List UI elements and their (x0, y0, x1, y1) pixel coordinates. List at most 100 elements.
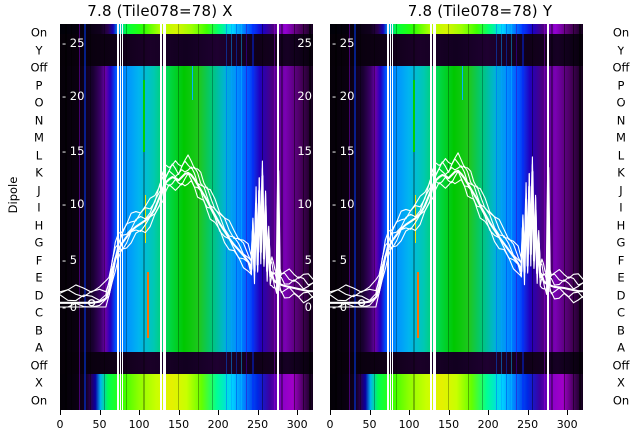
cat-label-left-b-17: B (35, 323, 43, 338)
heatmap-band-gap-lower (60, 352, 313, 374)
spectrogram-gradient-gap-upper (330, 34, 583, 66)
cat-label-right-l-7: L (617, 147, 625, 162)
cat-label-left-off-19: Off (30, 358, 48, 373)
spectrogram-gradient-bottom (330, 374, 583, 410)
panel-y: 7.8 (Tile078=78) Y On Y Off P O N M L K J I H G F E D C B… (320, 0, 640, 440)
x-tick-mark-50 (99, 410, 101, 415)
heatmap-band-main (330, 66, 583, 352)
x-tick-mark-200 (488, 410, 490, 415)
x-tick-label-150: 150 (438, 418, 460, 431)
x-axis-y: 0 50 100 150 200 250 300 (326, 410, 583, 440)
x-tick-mark-250 (527, 410, 529, 415)
x-tick-label-250: 250 (247, 418, 269, 431)
heatmap-band-top (330, 24, 583, 34)
x-tick-label-200: 200 (207, 418, 229, 431)
cat-label-right-m-6: M (616, 130, 626, 145)
cat-label-left-k-8: K (35, 165, 43, 180)
heatmap-band-gap-upper (330, 34, 583, 66)
heatmap-x (60, 24, 313, 410)
cat-label-right-off-19: Off (612, 358, 630, 373)
cat-label-right-y-1: Y (617, 42, 625, 57)
cat-label-left-j-9: J (37, 182, 41, 197)
cat-label-right-j-9: J (619, 182, 623, 197)
x-axis-x: 0 50 100 150 200 250 300 (57, 410, 313, 440)
heatmap-y (330, 24, 583, 410)
cat-label-right-n-5: N (616, 112, 626, 127)
cat-label-right-d-15: D (616, 288, 626, 303)
x-tick-mark-0 (330, 410, 331, 415)
spectrogram-gradient-main (60, 66, 313, 352)
spectrogram-gradient-main (330, 66, 583, 352)
x-tick-label-50: 50 (362, 418, 377, 431)
heatmap-band-top (60, 24, 313, 34)
cat-label-left-p-3: P (35, 77, 43, 92)
heatmap-band-gap-lower (330, 352, 583, 374)
cat-label-left-x-20: X (35, 375, 43, 390)
x-tick-label-300: 300 (286, 418, 308, 431)
x-tick-mark-50 (369, 410, 371, 415)
cat-label-right-g-12: G (616, 235, 626, 250)
cat-label-right-k-8: K (617, 165, 625, 180)
cat-label-left-f-13: F (35, 253, 43, 268)
cat-label-right-off-2: Off (612, 60, 630, 75)
cat-label-right-p-3: P (617, 77, 625, 92)
spectrogram-gradient-top (60, 24, 313, 34)
spectrogram-gradient-gap-lower (330, 352, 583, 374)
panel-x: 7.8 (Tile078=78) X Dipole On Y Off P O N M L K J I… (6, 2, 313, 440)
x-tick-label-200: 200 (477, 418, 499, 431)
cat-label-left-e-14: E (35, 270, 43, 285)
categorical-axis-right-y: On Y Off P O N M L K J I H G F E D C B A Off X On (604, 24, 638, 410)
heatmap-band-bottom (60, 374, 313, 410)
flagged-column-3 (430, 24, 433, 410)
cat-label-left-n-5: N (34, 112, 44, 127)
cat-label-right-x-20: X (617, 375, 625, 390)
spectrogram-gradient-gap-upper (60, 34, 313, 66)
flagged-column-3 (160, 24, 163, 410)
cat-label-right-on-0: On (612, 25, 630, 40)
x-tick-label-100: 100 (128, 418, 150, 431)
cat-label-left-i-10: I (37, 200, 41, 215)
flagged-column-2 (391, 24, 394, 410)
categorical-axis-left-x: On Y Off P O N M L K J I H G F E D C B A Off X On (22, 24, 56, 410)
x-tick-mark-250 (257, 410, 259, 415)
x-tick-mark-150 (448, 410, 450, 415)
x-tick-mark-300 (297, 410, 299, 415)
cat-label-right-c-16: C (616, 305, 626, 320)
x-tick-label-300: 300 (556, 418, 578, 431)
x-tick-label-250: 250 (517, 418, 539, 431)
x-tick-mark-0 (60, 410, 61, 415)
panel-title-y: 7.8 (Tile078=78) Y (407, 2, 553, 20)
cat-label-right-on-21: On (612, 393, 630, 408)
cat-label-left-o-4: O (34, 95, 44, 110)
cat-label-left-y-1: Y (35, 42, 43, 57)
cat-label-left-off-2: Off (30, 60, 48, 75)
cat-label-right-f-13: F (617, 253, 625, 268)
flagged-column-2 (121, 24, 124, 410)
cat-label-left-l-7: L (35, 147, 43, 162)
x-tick-mark-150 (178, 410, 180, 415)
spectrogram-gradient-top (330, 24, 583, 34)
cat-label-left-a-18: A (35, 340, 43, 355)
cat-label-right-e-14: E (617, 270, 625, 285)
panel-title-x: 7.8 (Tile078=78) X (87, 2, 233, 20)
cat-label-left-c-16: C (34, 305, 44, 320)
cat-label-left-on-21: On (30, 393, 48, 408)
cat-label-right-o-4: O (616, 95, 626, 110)
flagged-column-5 (277, 24, 280, 410)
cat-label-right-a-18: A (617, 340, 625, 355)
x-tick-mark-100 (139, 410, 141, 415)
heatmap-band-gap-upper (60, 34, 313, 66)
x-tick-mark-300 (567, 410, 569, 415)
x-tick-mark-100 (409, 410, 411, 415)
x-tick-label-0: 0 (326, 418, 334, 431)
cat-label-right-h-11: H (616, 218, 626, 232)
cat-label-left-h-11: H (34, 218, 44, 232)
cat-label-left-m-6: M (34, 130, 44, 145)
flagged-column-4 (163, 24, 166, 410)
cat-label-left-g-12: G (34, 235, 44, 250)
cat-label-right-b-17: B (617, 323, 625, 338)
y-axis-label-dipole: Dipole (6, 176, 20, 214)
x-tick-label-50: 50 (92, 418, 107, 431)
cat-label-right-i-10: I (619, 200, 623, 215)
